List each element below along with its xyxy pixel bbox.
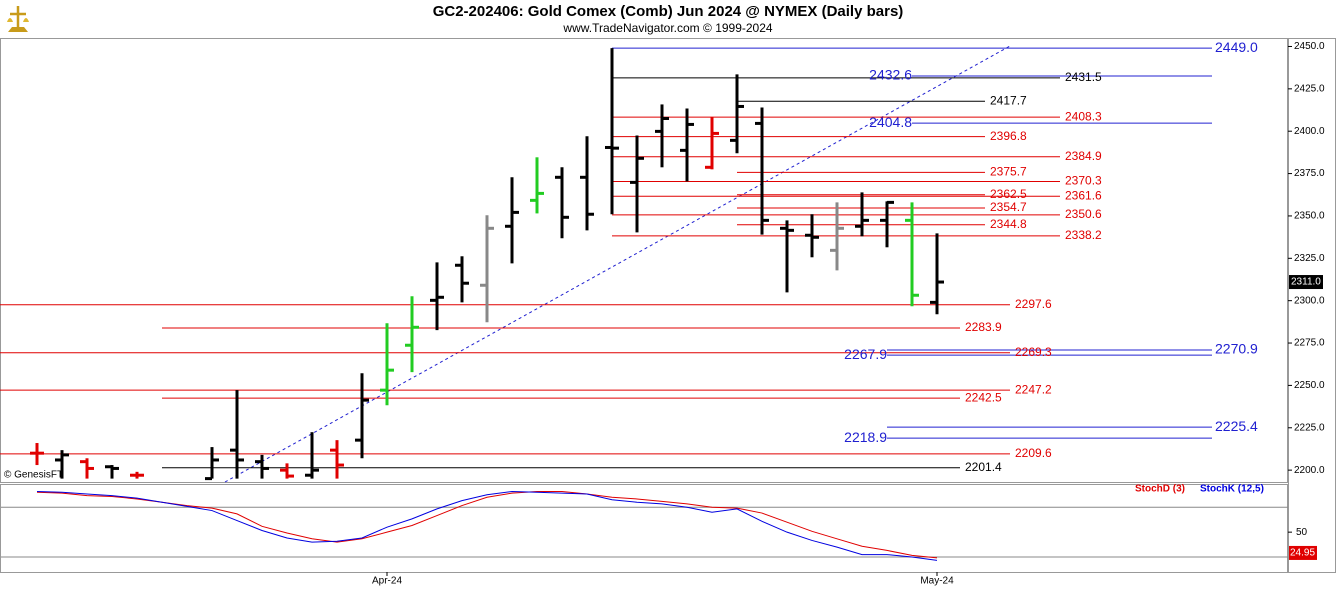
y-tick-label: 2375.0 xyxy=(1294,168,1325,179)
stoch-line xyxy=(36,490,938,559)
y-tick-label: 2200.0 xyxy=(1294,465,1325,476)
level-label: 2384.9 xyxy=(1065,149,1102,163)
stoch-line xyxy=(36,490,938,561)
level-label: 2432.6 xyxy=(869,67,912,83)
last-value-label: 24.95 xyxy=(1290,548,1315,559)
level-label: 2362.5 xyxy=(990,187,1027,201)
level-label: 2350.6 xyxy=(1065,207,1102,221)
level-label: 2375.7 xyxy=(990,165,1027,179)
x-tick-label: Apr-24 xyxy=(372,576,402,587)
level-label: 2354.7 xyxy=(990,200,1027,214)
y-tick-label: 2250.0 xyxy=(1294,380,1325,391)
y-tick-label: 2275.0 xyxy=(1294,338,1325,349)
level-label: 2201.4 xyxy=(965,460,1002,474)
level-label: 2267.9 xyxy=(844,346,887,362)
last-price-label: 2311.0 xyxy=(1291,277,1321,288)
x-tick-label: May-24 xyxy=(920,576,954,587)
y-tick-label: 2425.0 xyxy=(1294,83,1325,94)
y-tick-label: 2450.0 xyxy=(1294,41,1325,52)
level-label: 2225.4 xyxy=(1215,418,1258,434)
level-label: 2247.2 xyxy=(1015,382,1052,396)
level-label: 2408.3 xyxy=(1065,109,1102,123)
subtitle: www.TradeNavigator.com © 1999-2024 xyxy=(562,21,772,35)
level-label: 2396.8 xyxy=(990,129,1027,143)
level-label: 2417.7 xyxy=(990,93,1027,107)
level-label: 2361.6 xyxy=(1065,188,1102,202)
copyright: © GenesisFT xyxy=(4,470,63,481)
level-label: 2283.9 xyxy=(965,320,1002,334)
level-label: 2209.6 xyxy=(1015,446,1052,460)
level-label: 2370.3 xyxy=(1065,174,1102,188)
logo xyxy=(7,6,29,32)
level-label: 2431.5 xyxy=(1065,70,1102,84)
level-label: 2242.5 xyxy=(965,390,1002,404)
price-panel xyxy=(0,38,1288,483)
chart-title: GC2-202406: Gold Comex (Comb) Jun 2024 @… xyxy=(433,3,904,20)
level-label: 2449.0 xyxy=(1215,39,1258,55)
y-tick-label: 50 xyxy=(1296,527,1308,538)
last-value-box xyxy=(1289,545,1317,560)
y-tick-label: 2300.0 xyxy=(1294,295,1325,306)
legend-entry: StochD (3) xyxy=(1135,484,1185,495)
price-plot xyxy=(0,47,1212,481)
stoch-panel xyxy=(0,484,1288,573)
legend-entry: StochK (12,5) xyxy=(1200,484,1264,495)
level-label: 2269.3 xyxy=(1015,345,1052,359)
y-tick-label: 2400.0 xyxy=(1294,126,1325,137)
y-tick-label: 2225.0 xyxy=(1294,422,1325,433)
level-label: 2297.6 xyxy=(1015,297,1052,311)
level-label: 2270.9 xyxy=(1215,341,1258,357)
last-price-box xyxy=(1289,275,1323,290)
level-label: 2344.8 xyxy=(990,217,1027,231)
level-label: 2218.9 xyxy=(844,429,887,445)
y-tick-label: 2325.0 xyxy=(1294,253,1325,264)
level-label: 2404.8 xyxy=(869,114,912,130)
y-tick-label: 2350.0 xyxy=(1294,211,1325,222)
level-label: 2338.2 xyxy=(1065,228,1102,242)
